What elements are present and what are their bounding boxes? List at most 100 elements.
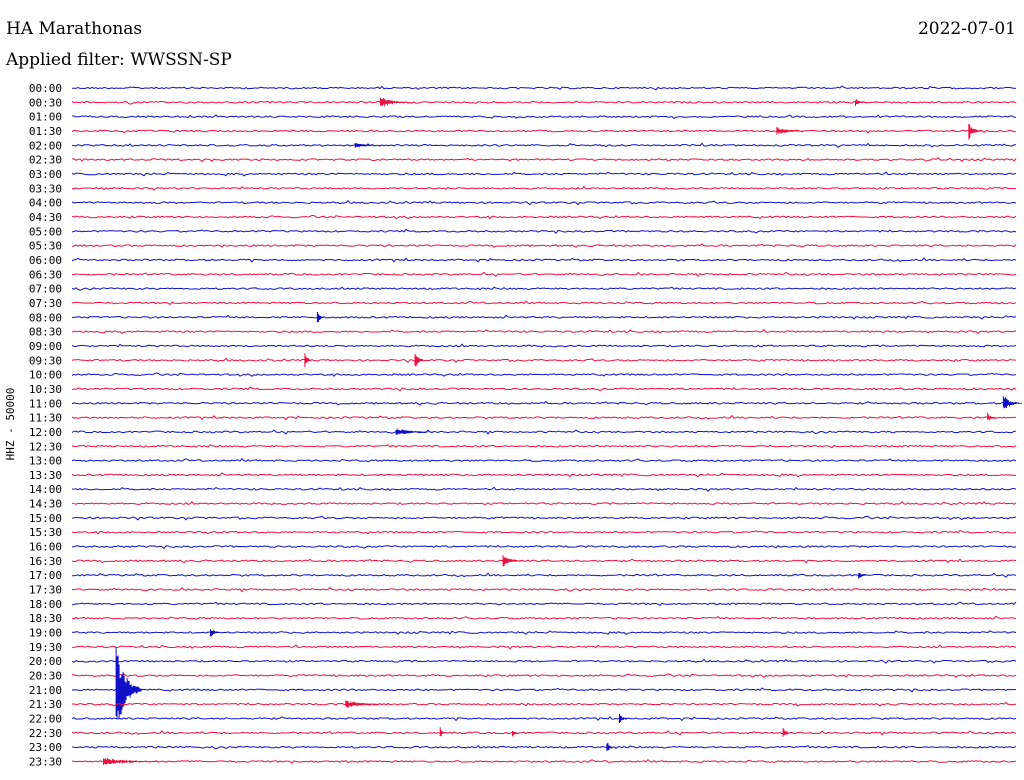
row-label: 21:00 [29,684,62,697]
row-label: 06:30 [29,268,62,281]
trace-row [71,97,1017,107]
row-label: 09:00 [29,340,62,353]
traces [71,85,1022,766]
row-label: 00:30 [29,96,62,109]
trace-row [71,647,1017,719]
row-label: 05:00 [29,225,62,238]
row-label: 13:30 [29,469,62,482]
trace-row [71,228,1017,235]
trace-row [71,243,1017,249]
trace-row [71,529,1017,535]
trace-row [71,587,1017,593]
row-label: 20:30 [29,670,62,683]
trace-row [71,658,1017,664]
trace-row [71,123,1017,140]
row-label: 21:30 [29,698,62,711]
trace-row [71,457,1017,463]
trace-row [71,286,1017,291]
trace-row [71,396,1022,409]
trace-row [71,85,1017,91]
trace-row [71,673,1017,678]
row-label: 13:00 [29,455,62,468]
station-title: HA Marathonas [6,19,143,39]
row-label: 03:30 [29,182,62,195]
row-label: 05:30 [29,240,62,253]
trace-row [71,713,1017,724]
row-label: 15:30 [29,526,62,539]
trace-row [71,386,1017,392]
row-label: 04:00 [29,197,62,210]
trace-row [71,257,1017,263]
row-label: 20:00 [29,655,62,668]
row-label: 14:00 [29,483,62,496]
trace-row [71,742,1017,752]
row-label: 22:00 [29,713,62,726]
trace-row [71,555,1016,567]
row-label: 01:30 [29,125,62,138]
row-label: 18:30 [29,612,62,625]
row-label: 02:30 [29,154,62,167]
trace-row [71,300,1017,306]
trace-row [71,114,1017,120]
trace-row [71,572,1017,579]
trace-row [71,500,1017,506]
trace-row [71,428,1017,436]
row-label: 09:30 [29,354,62,367]
row-label: 22:30 [29,727,62,740]
row-label: 18:00 [29,598,62,611]
row-label: 04:30 [29,211,62,224]
row-label: 11:30 [29,412,62,425]
trace-row [71,727,1017,737]
row-label: 08:30 [29,326,62,339]
row-label: 19:00 [29,627,62,640]
row-label: 02:00 [29,139,62,152]
row-label: 17:30 [29,584,62,597]
row-label: 10:30 [29,383,62,396]
trace-row [71,312,1017,323]
row-label: 14:30 [29,498,62,511]
trace-row [71,615,1017,620]
y-axis-label: HHZ - 50000 [4,388,17,461]
trace-row [71,629,1017,637]
trace-row [71,486,1017,492]
trace-row [71,601,1017,607]
trace-row [71,372,1017,377]
trace-row [71,214,1017,220]
row-label: 07:00 [29,283,62,296]
row-label: 10:00 [29,369,62,382]
row-label: 00:00 [29,82,62,95]
row-label: 15:00 [29,512,62,525]
trace-row [71,200,1017,206]
row-label: 12:30 [29,440,62,453]
trace-row [71,544,1017,550]
trace-row [71,157,1017,163]
trace-row [71,444,1017,449]
filter-label: Applied filter: WWSSN-SP [6,50,232,70]
trace-row [71,472,1017,478]
trace-row [71,644,1017,650]
row-label: 16:00 [29,541,62,554]
trace-row [71,700,1017,708]
trace-row [71,271,1017,278]
row-label: 19:30 [29,641,62,654]
row-label: 06:00 [29,254,62,267]
row-label: 16:30 [29,555,62,568]
row-label: 08:00 [29,311,62,324]
row-label: 11:00 [29,397,62,410]
row-label: 03:00 [29,168,62,181]
date-label: 2022-07-01 [917,19,1016,39]
row-label: 12:00 [29,426,62,439]
trace-row [71,185,1017,191]
trace-row [71,343,1017,348]
row-label: 23:00 [29,741,62,754]
trace-row [71,758,1017,766]
row-label: 07:30 [29,297,62,310]
trace-row [71,171,1017,177]
trace-row [71,353,1017,368]
trace-row [71,142,1016,148]
row-label: 17:00 [29,569,62,582]
row-label: 01:00 [29,111,62,124]
row-label: 23:30 [29,756,62,769]
